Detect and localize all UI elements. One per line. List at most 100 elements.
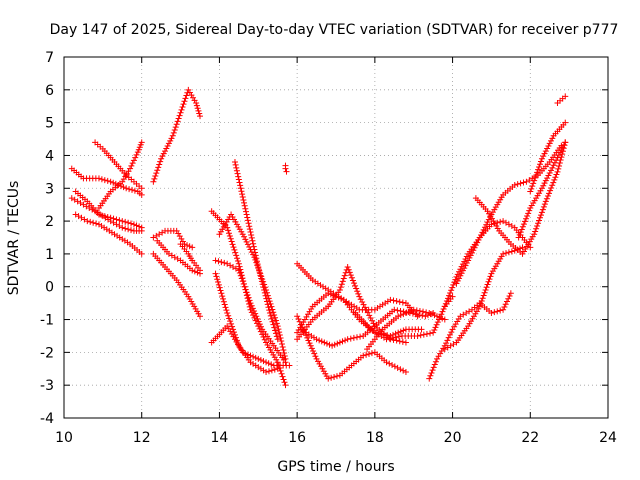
data-point [215,281,222,288]
data-point [445,334,452,341]
data-point [238,275,245,282]
series-arc-29 [453,142,565,287]
data-point [454,271,461,278]
data-point [395,333,402,340]
data-point [446,292,453,299]
data-point [254,315,261,322]
data-point [183,92,190,99]
data-point [549,164,556,171]
data-point [252,354,259,361]
series-arc-8 [150,227,196,251]
data-point [331,341,338,348]
data-point [226,232,233,239]
data-point [263,359,270,366]
series-arc-15 [212,257,289,366]
series-arc-11 [177,241,203,274]
data-point [274,336,281,343]
data-point [239,194,246,201]
y-tick-label: 6 [45,83,54,99]
data-point [268,361,275,368]
data-point [182,95,189,102]
data-point [430,364,437,371]
data-point [126,186,133,193]
data-point [402,339,409,346]
data-point [131,187,138,194]
data-point [95,175,102,182]
data-point [518,226,525,233]
data-point [233,167,240,174]
data-point [482,287,489,294]
data-point [483,221,490,228]
data-point [132,154,139,161]
data-point [430,329,437,336]
data-point [544,175,551,182]
data-point [184,242,191,249]
data-point [511,181,518,188]
data-point [339,338,346,345]
series-arc-2 [68,195,145,234]
data-point [394,364,401,371]
data-point [361,304,368,311]
data-point [397,328,404,335]
data-point [193,99,200,106]
data-point [225,227,232,234]
data-point [436,314,443,321]
data-point [353,285,360,292]
data-point [517,229,524,236]
data-point [443,340,450,347]
data-point [400,367,407,374]
data-point [189,267,196,274]
data-point [213,273,220,280]
data-point [138,224,145,231]
data-point [479,295,486,302]
data-point [441,316,448,323]
data-point [408,307,415,314]
data-point [541,150,548,157]
data-point [485,216,492,223]
data-point [128,162,135,169]
data-point [239,278,246,285]
data-point [271,366,278,373]
data-point [449,284,456,291]
data-point [497,218,504,225]
data-point [253,313,260,320]
data-point [393,298,400,305]
data-point [471,244,478,251]
data-point [344,336,351,343]
data-point [265,360,272,367]
data-point [254,261,261,268]
data-point [505,249,512,256]
data-point [241,202,248,209]
data-point [305,337,312,344]
data-point [219,293,226,300]
data-point [318,338,325,345]
series-arc-18 [282,162,290,175]
data-point [400,311,407,318]
data-point [242,208,249,215]
data-point [197,113,203,120]
data-point [175,115,182,122]
data-point [258,275,265,282]
data-point [463,260,470,267]
data-point [447,289,454,296]
data-point [446,331,453,338]
data-point [179,104,186,111]
data-point [554,168,561,175]
data-point [355,290,362,297]
data-point [432,324,439,331]
series-arc-7 [150,86,203,185]
data-point [104,213,111,220]
data-point [476,303,483,310]
data-point [283,168,290,175]
data-point [550,179,557,186]
data-point [245,294,252,301]
data-point [231,246,238,253]
data-point [537,212,544,219]
data-point [453,280,460,287]
data-point [276,332,283,339]
data-point [325,375,332,382]
data-point [237,185,244,192]
data-point [488,221,495,228]
data-point [357,296,364,303]
